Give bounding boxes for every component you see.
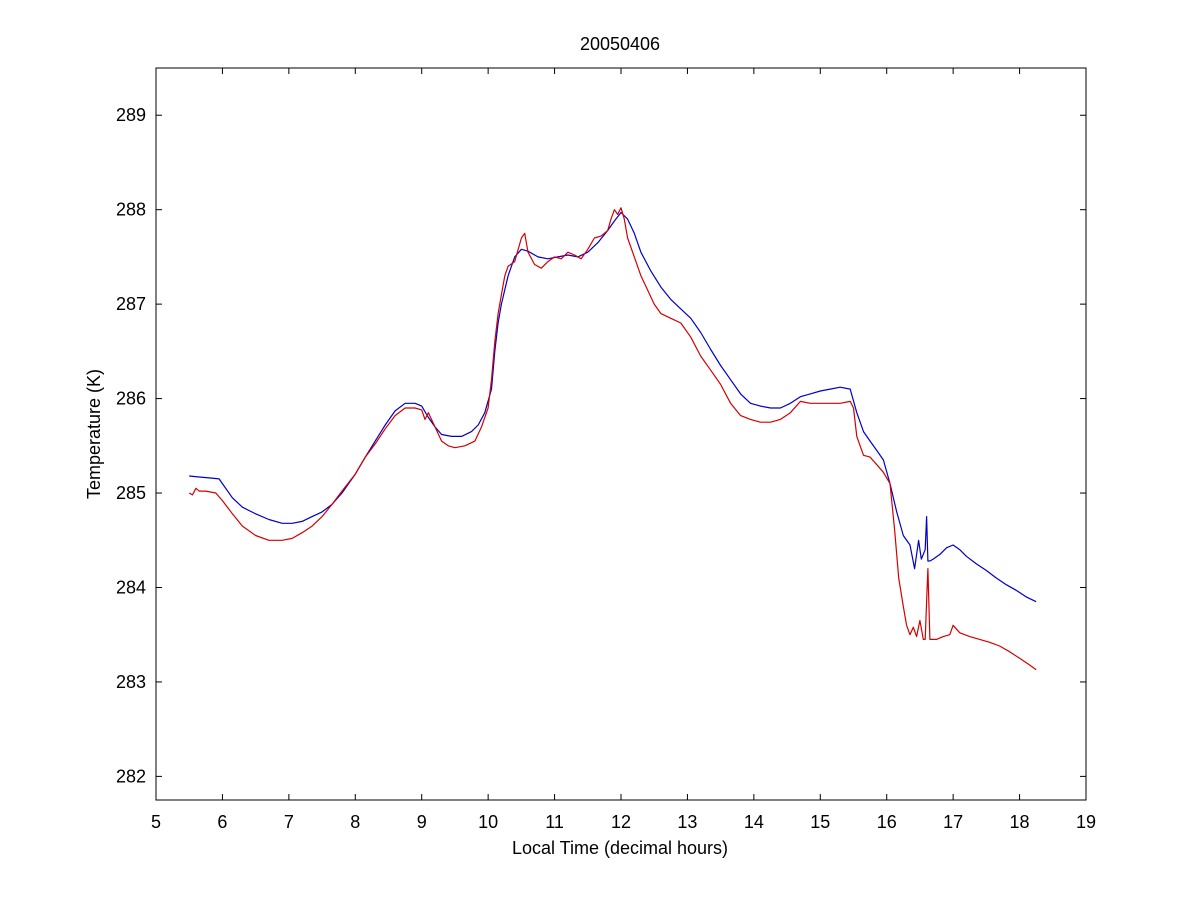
x-tick-11: 11 (545, 68, 564, 832)
x-tick-label: 17 (943, 812, 963, 832)
x-tick-12: 12 (611, 68, 631, 832)
y-tick-287: 287 (116, 294, 1086, 314)
chart-title: 20050406 (580, 34, 660, 54)
x-tick-18: 18 (1010, 68, 1030, 832)
x-tick-label: 11 (545, 812, 564, 832)
y-tick-label: 282 (116, 766, 146, 786)
y-tick-283: 283 (116, 672, 1086, 692)
x-tick-label: 7 (284, 812, 294, 832)
x-tick-label: 9 (417, 812, 427, 832)
x-tick-label: 12 (611, 812, 631, 832)
y-tick-289: 289 (116, 105, 1086, 125)
x-tick-7: 7 (284, 68, 294, 832)
x-tick-label: 5 (151, 812, 161, 832)
y-tick-label: 285 (116, 483, 146, 503)
y-tick-label: 288 (116, 200, 146, 220)
x-tick-label: 19 (1076, 812, 1096, 832)
y-tick-284: 284 (116, 577, 1086, 597)
y-tick-label: 284 (116, 577, 146, 597)
y-tick-286: 286 (116, 389, 1086, 409)
ticks-layer: 5 6 7 8 9 10 11 12 13 14 15 16 17 18 19 282 283 284 285 286… (116, 68, 1096, 832)
x-tick-label: 10 (478, 812, 498, 832)
x-tick-17: 17 (943, 68, 963, 832)
x-tick-10: 10 (478, 68, 498, 832)
series-line-2 (188, 207, 1037, 671)
x-tick-14: 14 (744, 68, 764, 832)
x-axis-label: Local Time (decimal hours) (512, 838, 728, 858)
x-tick-16: 16 (877, 68, 897, 832)
x-tick-13: 13 (677, 68, 697, 832)
x-tick-label: 14 (744, 812, 764, 832)
y-tick-label: 286 (116, 389, 146, 409)
y-tick-285: 285 (116, 483, 1086, 503)
y-axis-label: Temperature (K) (84, 369, 104, 499)
x-tick-label: 6 (217, 812, 227, 832)
plot-area (156, 68, 1086, 800)
x-tick-6: 6 (217, 68, 227, 832)
series-layer (188, 207, 1037, 671)
x-tick-19: 19 (1076, 68, 1096, 832)
x-tick-9: 9 (417, 68, 427, 832)
x-tick-8: 8 (350, 68, 360, 832)
x-tick-15: 15 (810, 68, 830, 832)
x-tick-label: 18 (1010, 812, 1030, 832)
y-tick-label: 289 (116, 105, 146, 125)
x-tick-label: 16 (877, 812, 897, 832)
x-tick-label: 13 (677, 812, 697, 832)
x-tick-5: 5 (151, 68, 161, 832)
y-tick-label: 283 (116, 672, 146, 692)
y-tick-label: 287 (116, 294, 146, 314)
y-tick-288: 288 (116, 200, 1086, 220)
x-tick-label: 8 (350, 812, 360, 832)
y-tick-282: 282 (116, 766, 1086, 786)
x-tick-label: 15 (810, 812, 830, 832)
